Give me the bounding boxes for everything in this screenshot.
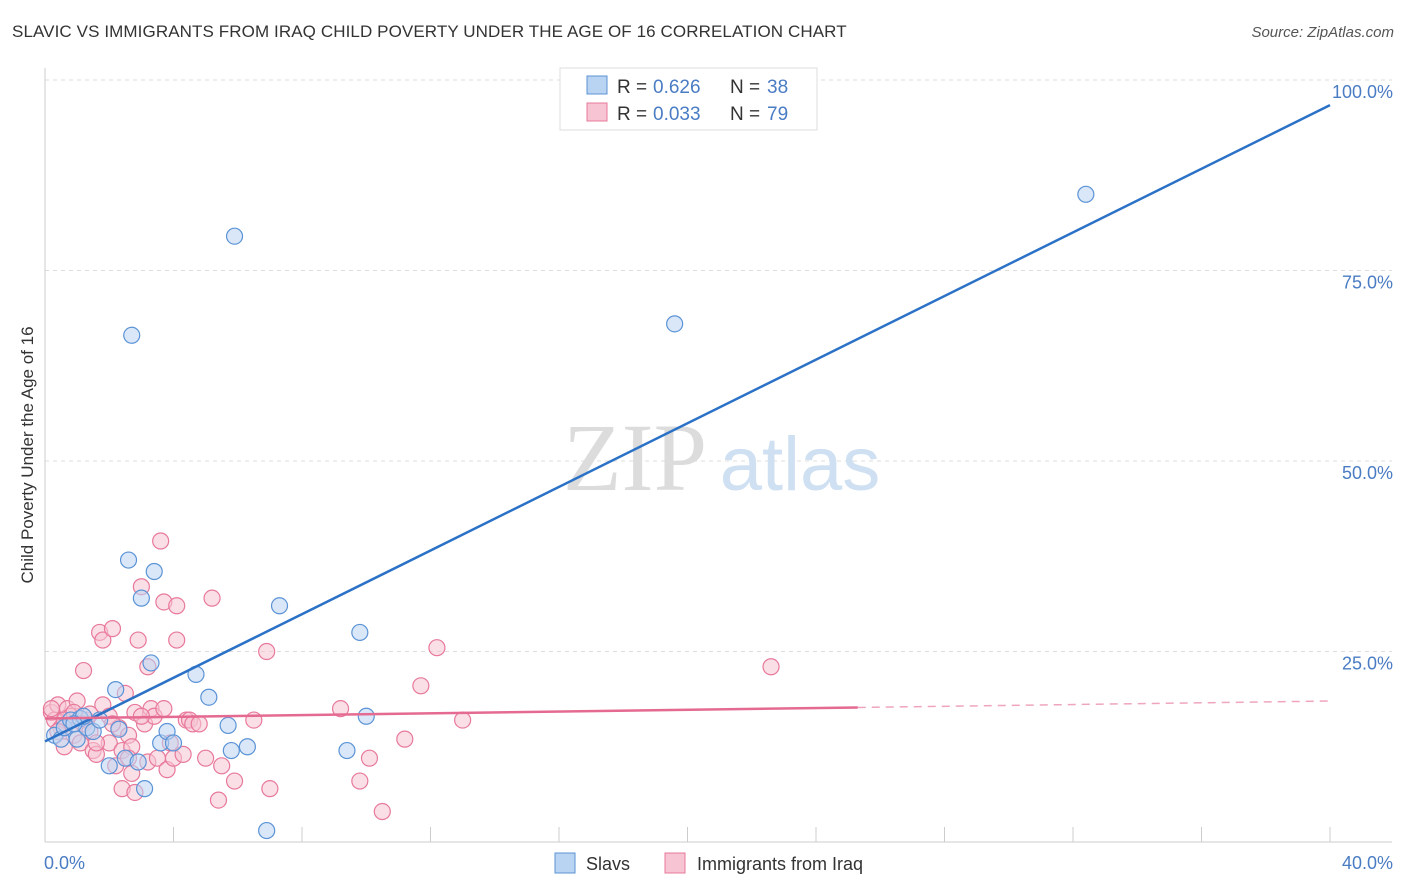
bottom-legend-swatch-slavs bbox=[554, 852, 576, 874]
data-point-iraq bbox=[762, 658, 780, 676]
data-point-iraq bbox=[261, 780, 279, 798]
data-point-slavs bbox=[164, 734, 183, 752]
data-point-iraq bbox=[412, 677, 430, 695]
y-tick-label: 25.0% bbox=[1342, 654, 1393, 674]
legend-n-value-iraq: 79 bbox=[767, 104, 788, 125]
y-tick-label: 75.0% bbox=[1342, 273, 1393, 293]
data-point-iraq bbox=[74, 661, 93, 680]
data-point-iraq bbox=[155, 700, 173, 718]
data-point-slavs bbox=[110, 720, 128, 738]
legend-r-value-iraq: 0.033 bbox=[653, 104, 701, 125]
data-point-iraq bbox=[103, 620, 122, 638]
y-tick-label: 50.0% bbox=[1342, 463, 1393, 483]
legend-n-label-iraq: N = bbox=[730, 104, 760, 125]
trend-lines bbox=[44, 104, 1331, 743]
watermark-atlas: atlas bbox=[720, 422, 881, 507]
chart-title: SLAVIC VS IMMIGRANTS FROM IRAQ CHILD POV… bbox=[12, 22, 847, 41]
data-point-iraq bbox=[331, 700, 350, 718]
grid-lines bbox=[45, 79, 1392, 652]
data-point-iraq bbox=[373, 802, 391, 821]
data-point-iraq bbox=[225, 772, 244, 790]
y-axis-label: Child Poverty Under the Age of 16 bbox=[18, 326, 37, 583]
trend-line-iraq bbox=[44, 706, 858, 720]
data-point-slavs bbox=[258, 821, 276, 840]
series-slavs-points bbox=[46, 185, 1095, 840]
data-point-slavs bbox=[1077, 185, 1095, 203]
data-point-slavs bbox=[338, 741, 356, 760]
data-point-iraq bbox=[203, 589, 221, 607]
series-immigrants-from-iraq-points bbox=[42, 532, 780, 821]
data-point-iraq bbox=[152, 532, 170, 550]
legend-r-value-slavs: 0.626 bbox=[653, 77, 701, 98]
data-point-iraq bbox=[197, 749, 215, 767]
data-point-slavs bbox=[129, 753, 147, 771]
watermark: ZIP atlas bbox=[563, 404, 880, 511]
data-point-slavs bbox=[132, 589, 150, 607]
data-point-slavs bbox=[222, 741, 240, 760]
tick-labels: 25.0% 50.0% 75.0% 100.0% 0.0% 40.0% bbox=[44, 82, 1393, 873]
data-point-slavs bbox=[219, 716, 237, 735]
legend-swatch-slavs bbox=[586, 75, 608, 95]
data-point-slavs bbox=[123, 326, 141, 344]
data-point-slavs bbox=[225, 227, 244, 245]
y-tick-label: 100.0% bbox=[1332, 82, 1393, 102]
watermark-zip: ZIP bbox=[563, 404, 707, 511]
data-point-iraq bbox=[190, 715, 208, 733]
x-tick-label: 0.0% bbox=[44, 853, 85, 873]
data-point-slavs bbox=[200, 688, 218, 706]
data-point-iraq bbox=[209, 791, 228, 809]
axes bbox=[44, 68, 1392, 843]
data-point-slavs bbox=[100, 757, 118, 775]
legend-n-label-slavs: N = bbox=[730, 77, 760, 98]
data-point-iraq bbox=[258, 642, 276, 661]
data-point-slavs bbox=[119, 551, 138, 569]
data-point-slavs bbox=[351, 623, 369, 642]
bottom-legend-swatch-iraq bbox=[664, 852, 686, 874]
data-point-iraq bbox=[94, 631, 112, 649]
data-point-iraq bbox=[428, 639, 446, 657]
data-point-iraq bbox=[168, 597, 186, 615]
data-point-slavs bbox=[135, 780, 154, 798]
bottom-legend-label-iraq: Immigrants from Iraq bbox=[697, 854, 863, 874]
data-point-iraq bbox=[396, 730, 414, 748]
trend-line-slavs bbox=[44, 104, 1331, 743]
legend-r-label-iraq: R = bbox=[617, 104, 647, 125]
data-point-iraq bbox=[213, 757, 231, 775]
data-point-iraq bbox=[360, 749, 379, 767]
data-point-slavs bbox=[666, 315, 684, 333]
data-point-slavs bbox=[270, 597, 289, 615]
data-point-slavs bbox=[107, 680, 125, 699]
data-point-iraq bbox=[42, 700, 61, 718]
data-point-iraq bbox=[174, 745, 192, 763]
source-credit: Source: ZipAtlas.com bbox=[1251, 24, 1394, 41]
x-tick-label: 40.0% bbox=[1342, 853, 1393, 873]
data-point-iraq bbox=[129, 631, 147, 649]
data-point-slavs bbox=[357, 707, 375, 725]
legend-n-value-slavs: 38 bbox=[767, 77, 788, 98]
legend-swatch-iraq bbox=[586, 102, 608, 122]
data-point-slavs bbox=[145, 562, 163, 581]
data-point-slavs bbox=[238, 738, 256, 756]
trend-line-iraq-extension bbox=[857, 700, 1331, 709]
data-point-iraq bbox=[168, 631, 186, 649]
stats-legend: R = 0.626 N = 38 R = 0.033 N = 79 bbox=[559, 67, 818, 131]
legend-r-label-slavs: R = bbox=[617, 77, 647, 98]
data-point-iraq bbox=[454, 711, 472, 729]
bottom-legend-label-slavs: Slavs bbox=[586, 854, 630, 874]
series-legend: Slavs Immigrants from Iraq bbox=[554, 852, 863, 874]
data-point-iraq bbox=[351, 772, 369, 790]
data-point-slavs bbox=[142, 654, 160, 672]
